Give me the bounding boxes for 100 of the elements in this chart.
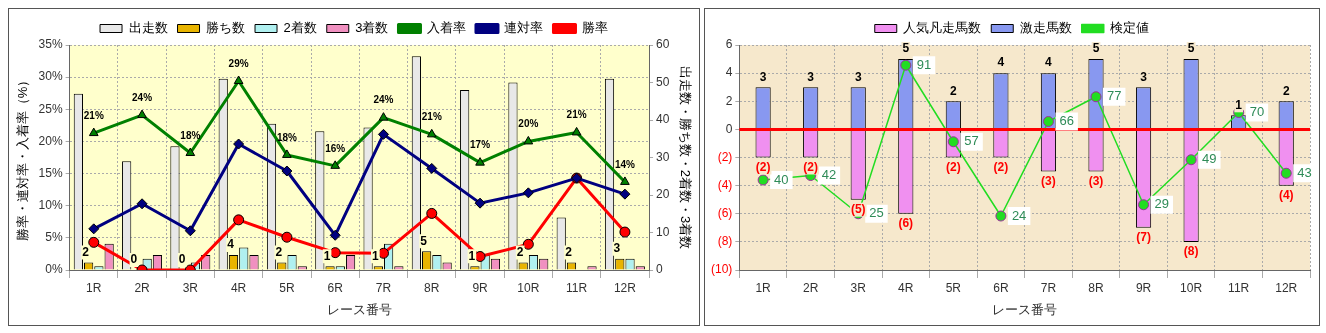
- data-label: (8): [1183, 244, 1199, 259]
- data-label: 17%: [470, 139, 491, 151]
- x-tick-label: 1R: [755, 280, 772, 295]
- data-label: 2: [949, 83, 957, 98]
- y-tick-label: 20%: [38, 133, 63, 148]
- x-tick-label: 4R: [230, 280, 247, 295]
- data-label: (6): [898, 216, 914, 231]
- data-label: (3): [1041, 173, 1056, 188]
- data-label: 2: [516, 244, 524, 259]
- data-label: 21%: [566, 109, 587, 121]
- data-label: 5: [1187, 41, 1195, 56]
- data-label: (2): [755, 159, 771, 174]
- data-label: 1: [468, 248, 476, 263]
- data-label: 4: [227, 237, 235, 252]
- y-tick-label: 2: [725, 93, 733, 108]
- data-label: 5: [1092, 41, 1100, 56]
- data-label: 43: [1297, 164, 1312, 180]
- x-tick-label: 8R: [1088, 280, 1104, 295]
- x-tick-label: 12R: [613, 280, 637, 295]
- data-label: 14%: [614, 158, 636, 170]
- x-axis-title: レース番号: [326, 301, 392, 317]
- y-tick-label: 15%: [38, 165, 63, 180]
- data-label: 20%: [518, 118, 539, 130]
- y-tick-label: 4: [725, 65, 733, 80]
- y-tick-label: 10%: [38, 198, 63, 213]
- data-label: 42: [821, 167, 837, 183]
- y-tick-label: 0: [725, 121, 733, 136]
- data-label: 1: [323, 248, 331, 263]
- data-label: 3: [759, 69, 767, 84]
- data-label: 3: [1140, 69, 1148, 84]
- legend-label: 入着率: [426, 20, 466, 36]
- data-label: 25: [869, 205, 884, 221]
- data-label: (5): [850, 202, 866, 216]
- data-label: 40: [774, 171, 789, 187]
- legend-label: 連対率: [504, 20, 544, 36]
- x-tick-label: 1R: [86, 280, 102, 295]
- data-label: 4: [1045, 55, 1053, 70]
- data-label: 2: [565, 244, 573, 259]
- y2-tick-label: 20: [656, 187, 670, 202]
- y-tick-label: 6: [725, 37, 733, 52]
- y2-tick-label: 50: [656, 74, 670, 89]
- data-label: 3: [854, 69, 862, 84]
- data-label: (2): [993, 159, 1009, 174]
- x-tick-label: 11R: [566, 280, 588, 295]
- data-label: 91: [916, 56, 932, 72]
- x-tick-label: 7R: [1040, 280, 1057, 295]
- x-axis-title: レース番号: [992, 301, 1058, 317]
- legend-label: 勝ち数: [206, 20, 246, 36]
- legend-label: 検定値: [1110, 20, 1150, 36]
- data-label: 29%: [228, 57, 249, 69]
- data-label: 18%: [180, 129, 201, 141]
- x-tick-label: 9R: [1135, 280, 1152, 295]
- data-label: (7): [1136, 230, 1151, 245]
- data-label: 24: [1011, 207, 1027, 223]
- data-label: (2): [803, 159, 819, 174]
- legend-label: 2着数: [283, 20, 317, 36]
- data-label: 2: [275, 244, 283, 259]
- data-label: 0: [178, 252, 186, 267]
- x-tick-label: 6R: [993, 280, 1009, 295]
- data-label: (2): [946, 159, 961, 174]
- data-label: 24%: [132, 91, 153, 103]
- data-label: 16%: [325, 142, 346, 154]
- y-tick-label: (10): [711, 262, 733, 277]
- x-tick-label: 3R: [182, 280, 199, 295]
- x-tick-label: 11R: [1228, 280, 1250, 295]
- data-label: 66: [1059, 113, 1074, 129]
- x-tick-label: 12R: [1275, 280, 1298, 295]
- data-label: 77: [1107, 88, 1122, 104]
- y-tick-label: 30%: [38, 69, 63, 84]
- legend-label: 激走馬数: [1019, 20, 1072, 36]
- y-tick-label: 35%: [38, 37, 63, 52]
- y2-axis-title: 出走数・勝ち数・2着数・3着数: [677, 65, 693, 250]
- data-label: 21%: [421, 111, 442, 123]
- data-label: 18%: [276, 131, 298, 143]
- data-label: 2: [1282, 83, 1290, 98]
- x-tick-label: 8R: [424, 280, 440, 295]
- y-tick-label: 0%: [45, 262, 63, 277]
- data-label: 5: [420, 233, 428, 248]
- x-tick-label: 9R: [472, 280, 489, 295]
- x-tick-label: 5R: [945, 280, 962, 295]
- x-tick-label: 2R: [134, 280, 151, 295]
- y-tick-label: 25%: [38, 101, 63, 116]
- data-label: 5: [902, 41, 910, 56]
- y-tick-label: (6): [717, 206, 733, 221]
- legend-label: 出走数: [128, 20, 168, 36]
- y2-tick-label: 10: [656, 224, 670, 239]
- y-tick-label: (2): [717, 149, 733, 164]
- x-tick-label: 7R: [375, 280, 392, 295]
- y-axis-title: 勝率・連対率・入着率（%）: [15, 73, 31, 242]
- data-label: 2: [82, 244, 90, 259]
- x-tick-label: 3R: [850, 280, 867, 295]
- x-tick-label: 10R: [517, 280, 540, 295]
- data-label: (3): [1088, 173, 1104, 188]
- y2-tick-label: 30: [656, 149, 670, 164]
- data-label: 1: [372, 248, 379, 263]
- y2-tick-label: 0: [656, 262, 664, 277]
- x-tick-label: 4R: [898, 280, 914, 295]
- x-tick-label: 10R: [1180, 280, 1203, 295]
- data-label: 24%: [373, 94, 394, 106]
- x-tick-label: 2R: [803, 280, 819, 295]
